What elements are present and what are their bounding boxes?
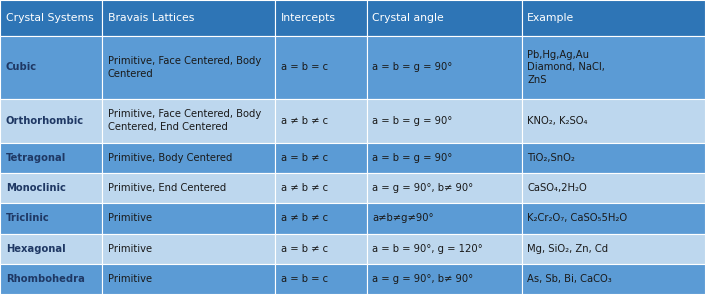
Text: a ≠ b ≠ c: a ≠ b ≠ c — [281, 213, 328, 223]
Bar — [367, 264, 522, 294]
Bar — [102, 234, 275, 264]
Text: Crystal Systems: Crystal Systems — [6, 13, 93, 23]
Text: Monoclinic: Monoclinic — [6, 183, 66, 193]
Text: Primitive: Primitive — [108, 213, 152, 223]
Text: Bravais Lattices: Bravais Lattices — [108, 13, 195, 23]
Bar — [275, 203, 367, 234]
Bar — [0, 143, 102, 173]
Bar — [102, 143, 275, 173]
Bar — [522, 143, 705, 173]
Bar — [0, 234, 102, 264]
Text: Cubic: Cubic — [6, 62, 37, 72]
Text: a = b ≠ c: a = b ≠ c — [281, 244, 328, 254]
Bar — [522, 99, 705, 143]
Bar — [367, 203, 522, 234]
Bar — [522, 264, 705, 294]
Bar — [275, 264, 367, 294]
Text: a = b = c: a = b = c — [281, 274, 328, 284]
Bar — [522, 234, 705, 264]
Text: Triclinic: Triclinic — [6, 213, 49, 223]
Text: a = b ≠ c: a = b ≠ c — [281, 153, 328, 163]
Bar — [102, 36, 275, 99]
Bar — [522, 0, 705, 36]
Text: a = b = g = 90°: a = b = g = 90° — [372, 62, 453, 72]
Bar — [367, 173, 522, 203]
Text: Example: Example — [527, 13, 575, 23]
Text: Primitive, Face Centered, Body
Centered, End Centered: Primitive, Face Centered, Body Centered,… — [108, 109, 261, 132]
Bar — [367, 143, 522, 173]
Bar — [0, 99, 102, 143]
Bar — [0, 173, 102, 203]
Text: a = b = g = 90°: a = b = g = 90° — [372, 153, 453, 163]
Bar — [275, 234, 367, 264]
Bar — [522, 173, 705, 203]
Text: a = b = c: a = b = c — [281, 62, 328, 72]
Bar — [275, 173, 367, 203]
Bar — [102, 264, 275, 294]
Text: a = b = g = 90°: a = b = g = 90° — [372, 116, 453, 126]
Text: Mg, SiO₂, Zn, Cd: Mg, SiO₂, Zn, Cd — [527, 244, 608, 254]
Bar — [522, 203, 705, 234]
Text: As, Sb, Bi, CaCO₃: As, Sb, Bi, CaCO₃ — [527, 274, 612, 284]
Text: a ≠ b ≠ c: a ≠ b ≠ c — [281, 116, 328, 126]
Text: Hexagonal: Hexagonal — [6, 244, 66, 254]
Text: Rhombohedra: Rhombohedra — [6, 274, 85, 284]
Bar — [367, 0, 522, 36]
Text: K₂Cr₂O₇, CaSO₅5H₂O: K₂Cr₂O₇, CaSO₅5H₂O — [527, 213, 627, 223]
Bar — [275, 0, 367, 36]
Text: a ≠ b ≠ c: a ≠ b ≠ c — [281, 183, 328, 193]
Text: Primitive: Primitive — [108, 244, 152, 254]
Bar — [367, 36, 522, 99]
Bar — [102, 203, 275, 234]
Bar — [102, 0, 275, 36]
Bar — [0, 203, 102, 234]
Text: Tetragonal: Tetragonal — [6, 153, 66, 163]
Text: Primitive, Face Centered, Body
Centered: Primitive, Face Centered, Body Centered — [108, 56, 261, 79]
Bar — [275, 99, 367, 143]
Text: Pb,Hg,Ag,Au
Diamond, NaCl,
ZnS: Pb,Hg,Ag,Au Diamond, NaCl, ZnS — [527, 50, 605, 85]
Text: Primitive, End Centered: Primitive, End Centered — [108, 183, 226, 193]
Bar — [275, 143, 367, 173]
Bar — [102, 173, 275, 203]
Text: Intercepts: Intercepts — [281, 13, 336, 23]
Bar — [367, 99, 522, 143]
Bar — [102, 99, 275, 143]
Text: Crystal angle: Crystal angle — [372, 13, 444, 23]
Text: KNO₂, K₂SO₄: KNO₂, K₂SO₄ — [527, 116, 588, 126]
Text: TiO₂,SnO₂: TiO₂,SnO₂ — [527, 153, 575, 163]
Text: Primitive: Primitive — [108, 274, 152, 284]
Bar — [0, 36, 102, 99]
Bar — [0, 264, 102, 294]
Text: Primitive, Body Centered: Primitive, Body Centered — [108, 153, 232, 163]
Text: a = b = 90°, g = 120°: a = b = 90°, g = 120° — [372, 244, 483, 254]
Text: Orthorhombic: Orthorhombic — [6, 116, 84, 126]
Text: a = g = 90°, b≠ 90°: a = g = 90°, b≠ 90° — [372, 274, 474, 284]
Text: a≠b≠g≠90°: a≠b≠g≠90° — [372, 213, 434, 223]
Text: a = g = 90°, b≠ 90°: a = g = 90°, b≠ 90° — [372, 183, 474, 193]
Text: CaSO₄,2H₂O: CaSO₄,2H₂O — [527, 183, 587, 193]
Bar — [367, 234, 522, 264]
Bar — [275, 36, 367, 99]
Bar — [0, 0, 102, 36]
Bar — [522, 36, 705, 99]
